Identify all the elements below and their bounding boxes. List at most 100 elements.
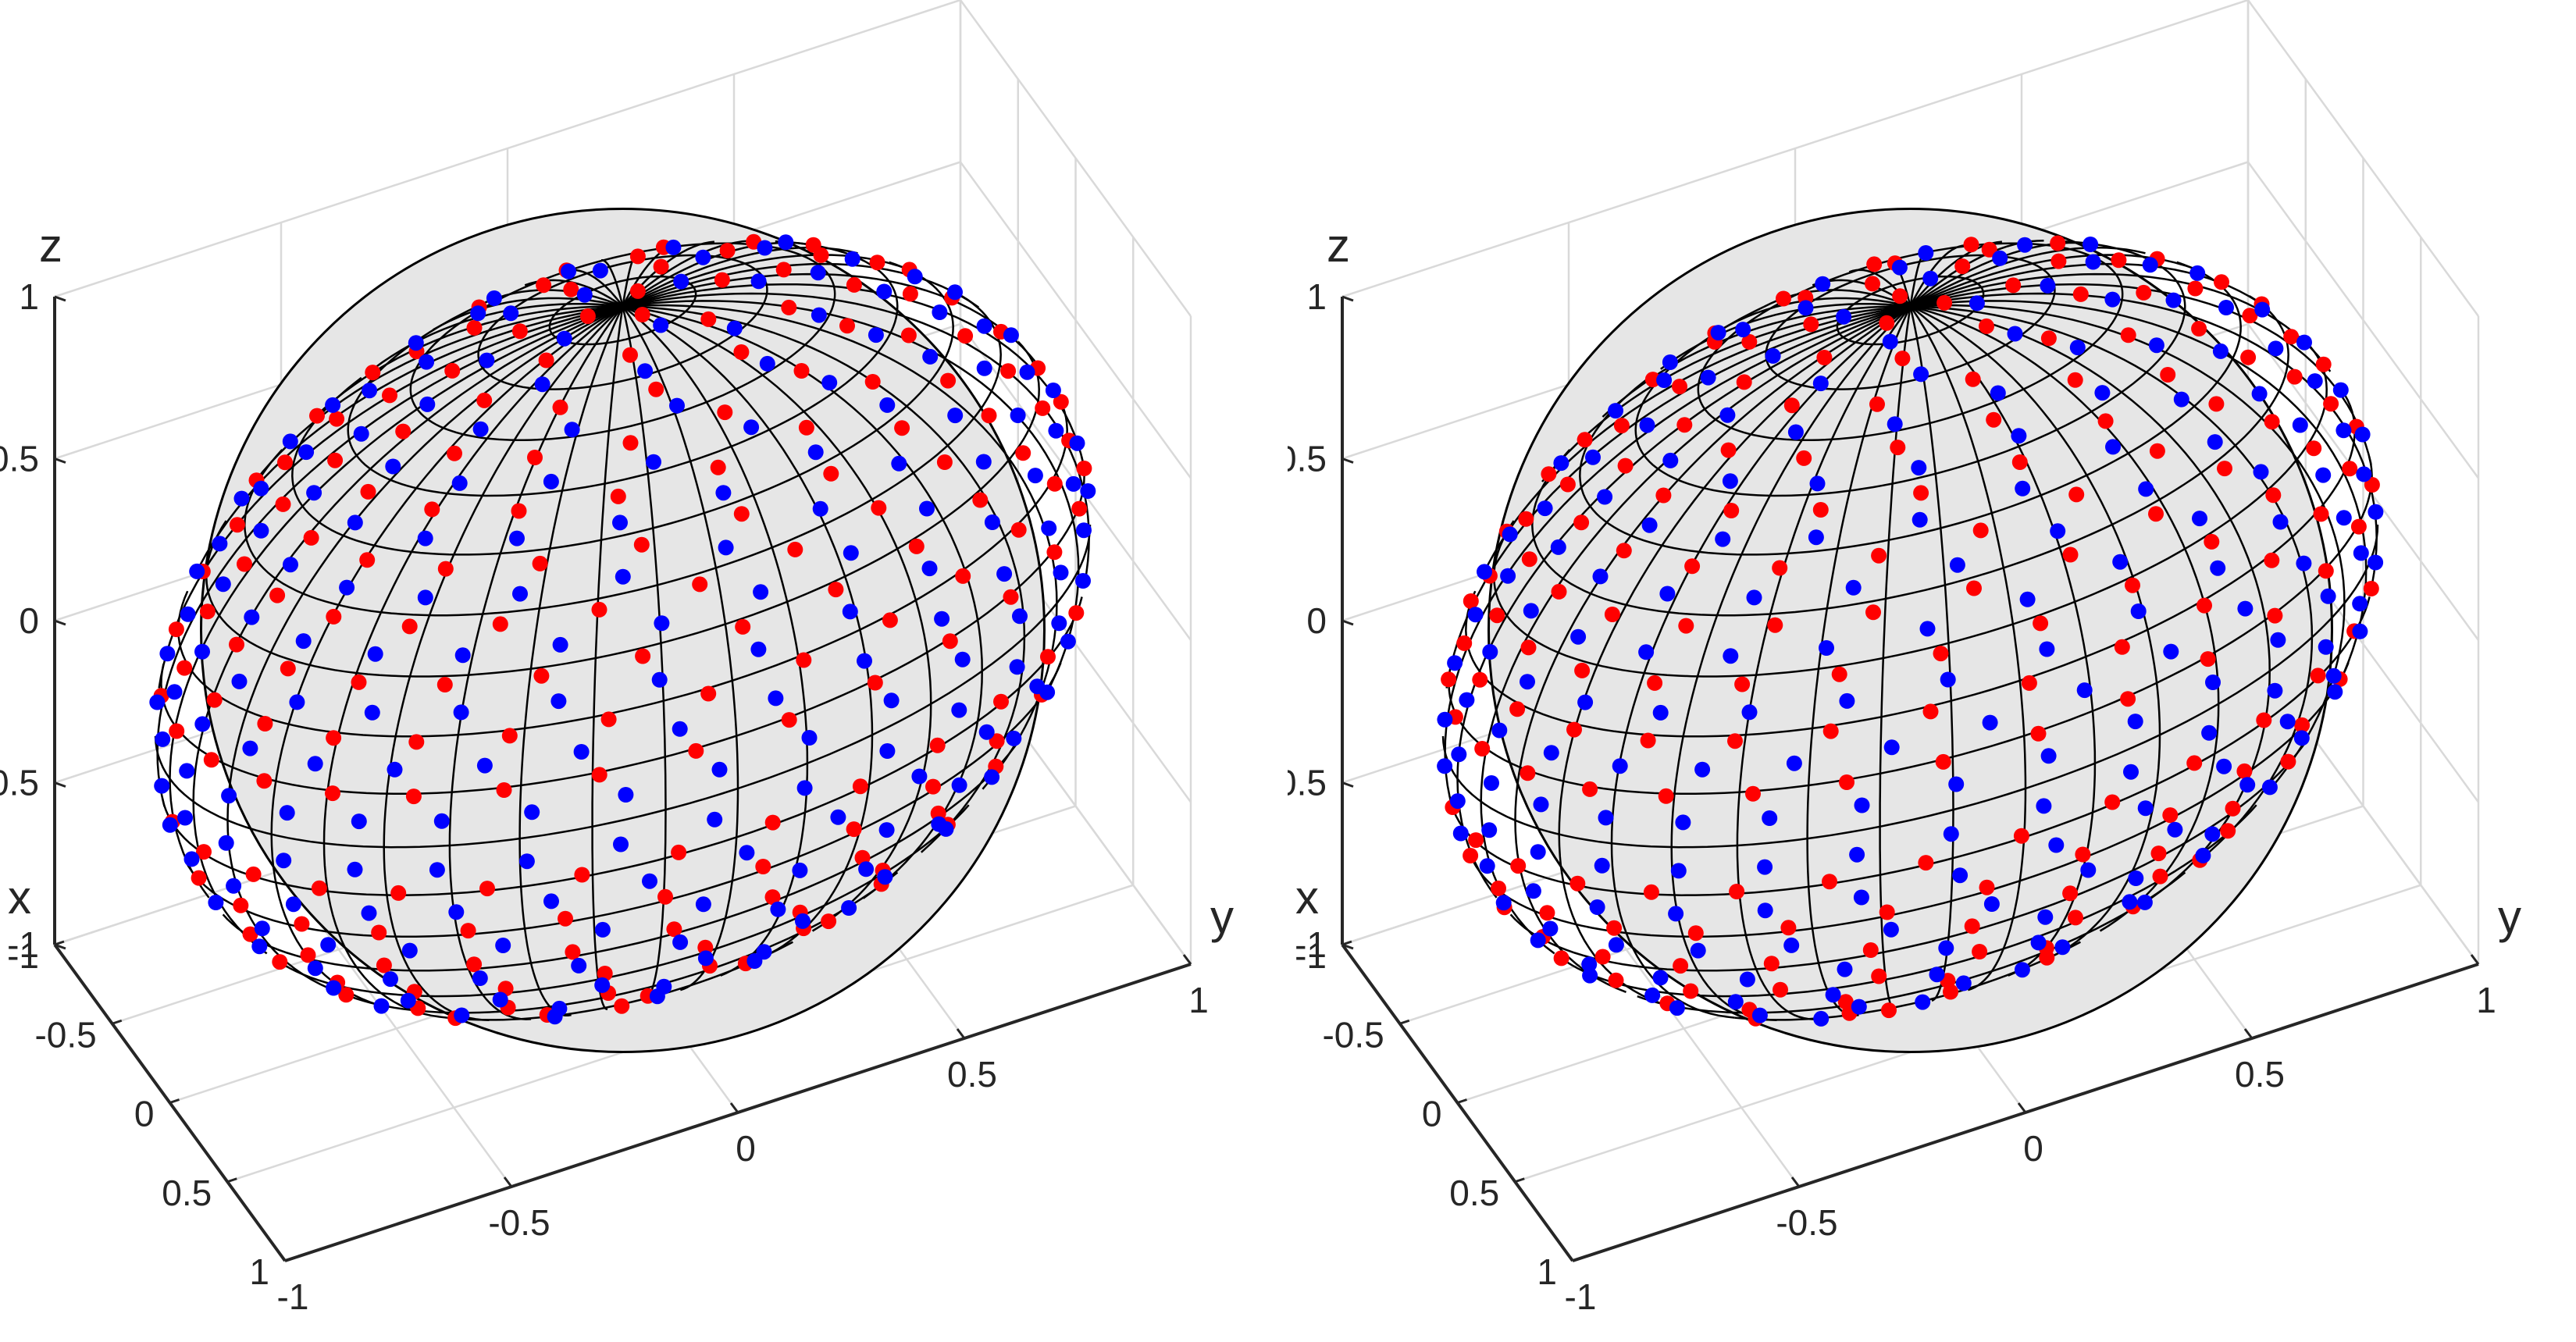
data-point [2085,254,2101,270]
data-point [1550,539,1566,555]
data-point [651,671,668,688]
y-axis-label: y [1210,891,1234,943]
data-point [495,938,511,953]
data-point [1839,692,1855,709]
data-point [253,480,269,497]
data-point [2050,523,2066,539]
data-point [951,702,967,718]
data-point [1913,366,1929,383]
longitude-line [1910,305,2220,932]
latitude-line [1465,590,2021,738]
data-point [591,601,607,618]
data-point [1533,796,1549,813]
latitude-line [1509,913,2014,972]
data-point [1915,994,1931,1010]
data-point [176,660,193,676]
data-point [401,942,418,959]
longitude-line [383,305,624,1021]
data-point [618,787,634,803]
data-point [1456,635,1473,651]
data-point [1675,814,1691,831]
x-tick-label: 0.5 [1449,1173,1499,1213]
latitude-line [2012,340,2328,625]
data-point [385,458,401,475]
data-point [2320,588,2336,604]
data-point [307,960,323,977]
data-point [454,1007,470,1023]
data-point [1723,503,1740,518]
x-tick [112,1019,123,1025]
data-point [2216,758,2232,774]
z-tick-label: -1 [1295,924,1327,965]
data-point [320,937,337,953]
data-point [778,234,794,251]
data-point [347,861,363,877]
data-point [1474,741,1491,756]
data-point [2072,286,2089,302]
x-axis-label: x [8,871,31,924]
data-point [1617,457,1634,474]
data-point [2105,439,2121,455]
z-tick [1341,295,1354,302]
data-point [479,881,495,897]
data-point [1808,529,1824,546]
y-tick [503,1176,513,1187]
data-point [2048,837,2065,853]
data-point [1981,241,1997,258]
data-point [1773,981,1788,998]
data-point [1700,369,1716,386]
data-point [309,408,325,424]
data-point [764,814,781,831]
data-point [1879,315,1895,331]
data-point [199,603,216,620]
data-point [1972,522,1989,539]
data-point [2054,939,2071,956]
y-tick [729,1102,739,1113]
data-point [1913,485,1929,501]
data-point [869,255,885,271]
longitude-line [1910,272,2332,372]
data-point [550,693,567,710]
data-point [2310,667,2326,684]
data-point [218,835,234,851]
x-tick-label: 0 [1422,1094,1442,1134]
data-point [492,991,508,1008]
data-point [2138,481,2154,497]
data-point [868,327,884,344]
data-point [911,768,928,785]
data-point [364,704,380,721]
data-point [2030,934,2047,951]
data-point [466,956,483,973]
data-point [1437,711,1453,728]
data-point [828,582,844,598]
wall-gridline [959,0,1192,317]
data-point [1757,859,1773,875]
data-point [1010,521,1027,538]
data-point [1570,628,1587,645]
longitude-line [1670,305,1912,1021]
data-point [2067,372,2083,388]
latitude-line [704,261,954,514]
z-tick-label: -0.5 [0,763,39,803]
data-point [2315,467,2332,483]
data-point [429,862,445,878]
data-point [2136,284,2152,301]
data-point [558,910,573,927]
data-point [454,647,471,664]
data-point [697,950,714,966]
data-point [2019,591,2036,607]
data-point [2130,603,2147,619]
data-point [254,920,270,937]
data-point [470,305,486,322]
data-point [711,761,728,778]
data-point [1606,920,1623,936]
data-point [532,555,548,571]
latitude-line [2019,662,2350,882]
data-point [2364,477,2380,493]
data-point [359,552,376,568]
data-point [1813,1010,1830,1027]
data-point [1783,397,1800,414]
z-tick [54,943,66,950]
data-point [1065,475,1081,492]
